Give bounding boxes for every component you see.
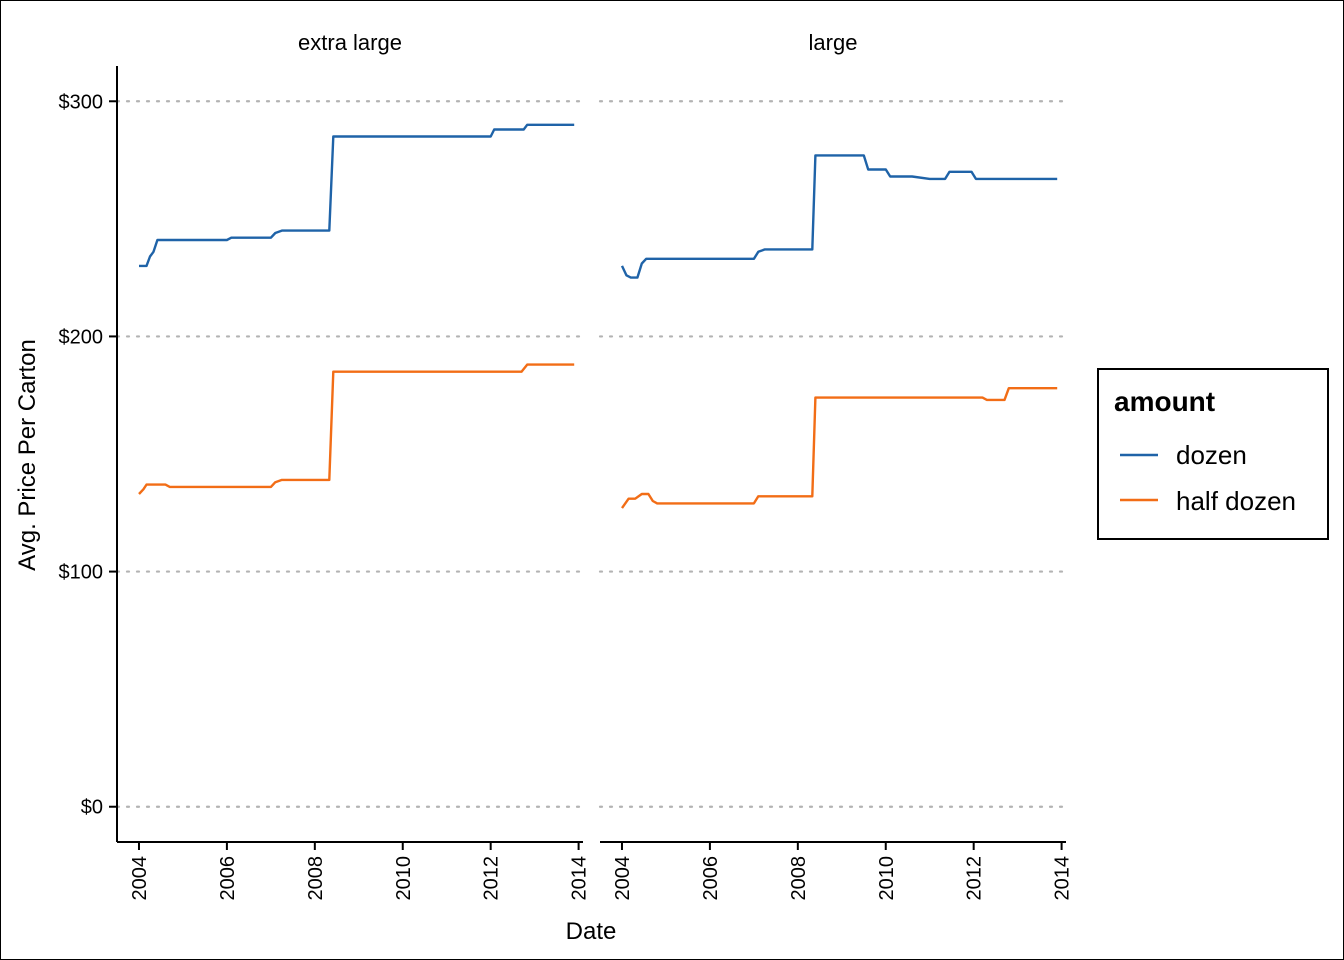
x-tick-label: 2006 — [700, 856, 722, 901]
y-tick-label: $200 — [59, 326, 104, 348]
legend-label-half-dozen: half dozen — [1176, 486, 1296, 516]
x-tick-label: 2006 — [217, 856, 239, 901]
y-tick-label: $100 — [59, 562, 104, 584]
x-tick-label: 2014 — [1052, 856, 1074, 901]
x-tick-label: 2014 — [569, 856, 591, 901]
y-axis: $0 $100 $200 $300 — [59, 66, 118, 842]
series-line-dozen — [139, 123, 575, 268]
panel-extra-large: 2004 2006 2008 2010 2012 2014 — [115, 100, 591, 901]
y-tick-label: $0 — [81, 797, 103, 819]
x-tick-label: 2004 — [129, 856, 151, 901]
panel-large: 2004 2006 2008 2010 2012 2014 — [598, 100, 1074, 901]
legend-title: amount — [1114, 386, 1215, 417]
y-tick-label: $300 — [59, 91, 104, 113]
facet-label-large: large — [809, 30, 858, 55]
series-line-half-dozen — [138, 363, 575, 495]
series-line-dozen — [620, 154, 1058, 279]
series-line-half-dozen — [621, 387, 1058, 509]
x-tick-label: 2004 — [612, 856, 634, 901]
x-tick-label: 2008 — [788, 856, 810, 901]
facet-label-extra-large: extra large — [298, 30, 402, 55]
x-axis-title: Date — [566, 918, 617, 945]
x-tick-label: 2010 — [393, 856, 415, 901]
x-tick-label: 2008 — [305, 856, 327, 901]
x-tick-label: 2010 — [876, 856, 898, 901]
legend-label-dozen: dozen — [1176, 440, 1247, 470]
x-tick-label: 2012 — [481, 856, 503, 901]
plot-area: 2004 2006 2008 2010 2012 2014 2004 2006 2008 2010… — [59, 66, 1074, 901]
x-tick-label: 2012 — [964, 856, 986, 901]
y-axis-title: Avg. Price Per Carton — [14, 339, 41, 571]
legend: amount dozen half dozen — [1097, 368, 1329, 540]
